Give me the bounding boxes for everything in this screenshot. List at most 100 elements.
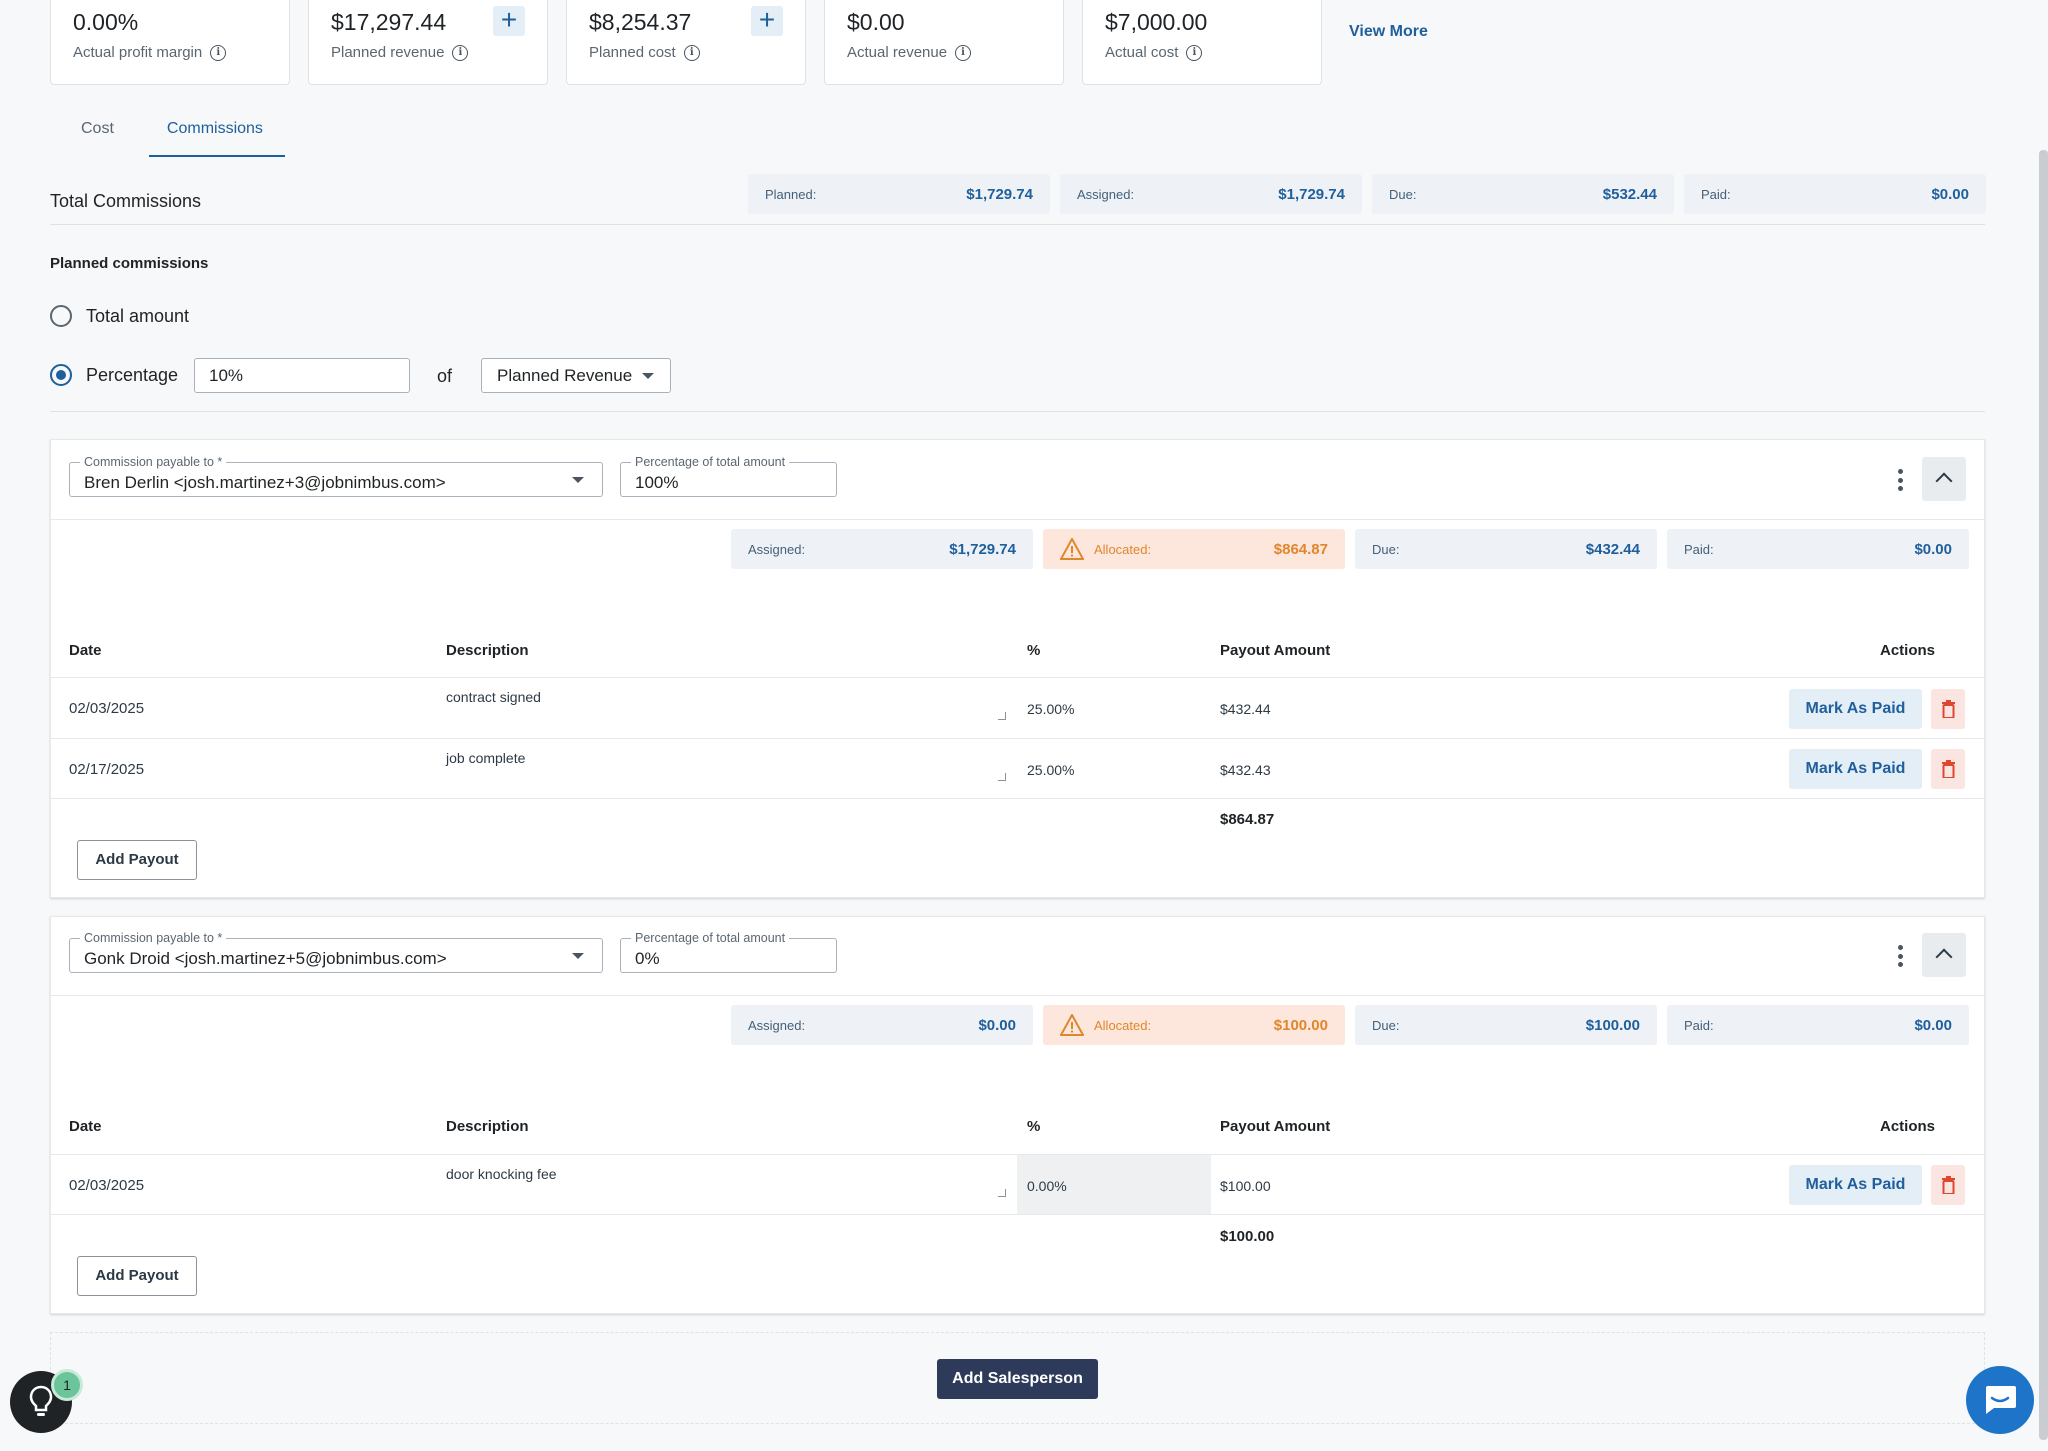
- row-date: 02/03/2025: [69, 700, 145, 717]
- card-value: $8,254.37: [589, 9, 692, 35]
- pill-value: $0.00: [1914, 540, 1952, 558]
- assigned-pill: Assigned: $1,729.74: [731, 529, 1033, 569]
- info-icon[interactable]: i: [955, 44, 972, 61]
- chat-button[interactable]: [1966, 1366, 2034, 1434]
- resize-handle-icon[interactable]: [998, 1189, 1006, 1197]
- row-date: 02/17/2025: [69, 761, 145, 778]
- due-pill: Due: $100.00: [1355, 1005, 1657, 1045]
- tab-commissions[interactable]: Commissions: [148, 110, 285, 157]
- description-input[interactable]: contract signed: [446, 689, 541, 705]
- collapse-button[interactable]: [1922, 457, 1966, 501]
- percentage-label: Percentage: [86, 364, 179, 385]
- divider: [51, 995, 1984, 996]
- scrollbar[interactable]: [2039, 150, 2048, 1440]
- percentage-total-input[interactable]: Percentage of total amount 0%: [620, 931, 837, 973]
- description-input[interactable]: job complete: [446, 750, 526, 766]
- mark-as-paid-button[interactable]: Mark As Paid: [1789, 1165, 1922, 1205]
- pill-key: Paid:: [1684, 541, 1714, 557]
- collapse-button[interactable]: [1922, 933, 1966, 977]
- commission-summary: Assigned: $0.00 Allocated: $100.00 Due: $1…: [731, 1005, 1969, 1045]
- card-label: Actual cost: [1105, 44, 1179, 61]
- pill-value: $0.00: [978, 1016, 1016, 1034]
- pill-value: $432.44: [1585, 540, 1640, 558]
- mark-as-paid-button[interactable]: Mark As Paid: [1789, 689, 1922, 729]
- payout-input[interactable]: $432.43: [1220, 762, 1271, 778]
- resize-handle-icon[interactable]: [998, 773, 1006, 781]
- paid-pill: Paid: $0.00: [1667, 529, 1969, 569]
- more-options-icon[interactable]: [1897, 469, 1903, 491]
- add-revenue-button[interactable]: +: [493, 6, 525, 36]
- percentage-total-input[interactable]: Percentage of total amount 100%: [620, 455, 837, 497]
- description-input[interactable]: door knocking fee: [446, 1166, 557, 1182]
- pill-key: Due:: [1389, 186, 1417, 202]
- info-icon[interactable]: i: [1186, 44, 1203, 61]
- card-label: Planned cost: [589, 44, 676, 61]
- pill-value: $532.44: [1602, 185, 1657, 203]
- percent-cell-disabled: [1017, 1155, 1211, 1214]
- payout-total: $100.00: [1220, 1228, 1275, 1245]
- help-tips-button[interactable]: [10, 1371, 72, 1433]
- pill-value: $1,729.74: [1278, 185, 1345, 203]
- paid-pill: Paid: $0.00: [1684, 174, 1986, 214]
- col-description: Description: [446, 642, 529, 659]
- col-payout: Payout Amount: [1220, 1118, 1331, 1135]
- percentage-option[interactable]: Percentage: [50, 364, 178, 386]
- col-description: Description: [446, 1118, 529, 1135]
- percentage-total-value: 0%: [635, 949, 660, 968]
- info-icon[interactable]: i: [210, 44, 227, 61]
- delete-payout-button[interactable]: [1931, 749, 1965, 789]
- percent-input[interactable]: 25.00%: [1027, 762, 1075, 778]
- pill-value: $100.00: [1585, 1016, 1640, 1034]
- payout-input[interactable]: $432.44: [1220, 701, 1271, 717]
- pill-key: Paid:: [1684, 1017, 1714, 1033]
- view-more-link[interactable]: View More: [1349, 23, 1428, 40]
- delete-payout-button[interactable]: [1931, 689, 1965, 729]
- resize-handle-icon[interactable]: [998, 712, 1006, 720]
- trash-icon: [1942, 760, 1955, 778]
- payable-to-select[interactable]: Commission payable to * Gonk Droid <josh…: [69, 931, 603, 973]
- col-date: Date: [69, 642, 102, 659]
- percent-input: 0.00%: [1027, 1178, 1067, 1194]
- warning-icon: [1060, 538, 1084, 560]
- allocated-pill: Allocated: $100.00: [1043, 1005, 1345, 1045]
- percentage-radio[interactable]: [50, 364, 72, 386]
- card-actual-profit-margin: 0.00% Actual profit margin i: [50, 0, 290, 85]
- commission-summary: Assigned: $1,729.74 Allocated: $864.87 Du…: [731, 529, 1969, 569]
- percentage-input[interactable]: 10%: [194, 358, 410, 393]
- col-percent: %: [1027, 642, 1041, 659]
- info-icon[interactable]: i: [452, 44, 469, 61]
- payout-input[interactable]: $100.00: [1220, 1178, 1271, 1194]
- payable-to-select[interactable]: Commission payable to * Bren Derlin <jos…: [69, 455, 603, 497]
- info-icon[interactable]: i: [683, 44, 700, 61]
- caret-down-icon: [572, 953, 584, 959]
- percent-input[interactable]: 25.00%: [1027, 701, 1075, 717]
- col-actions: Actions: [1880, 1118, 1936, 1135]
- more-options-icon[interactable]: [1897, 945, 1903, 967]
- card-label: Actual profit margin: [73, 44, 203, 61]
- divider: [51, 677, 1984, 678]
- divider: [50, 411, 1985, 412]
- col-date: Date: [69, 1118, 102, 1135]
- allocated-pill: Allocated: $864.87: [1043, 529, 1345, 569]
- payable-to-label: Commission payable to *: [80, 455, 227, 469]
- pill-key: Allocated:: [1094, 1017, 1152, 1033]
- delete-payout-button[interactable]: [1931, 1165, 1965, 1205]
- basis-select[interactable]: Planned Revenue: [481, 358, 671, 393]
- card-planned-revenue: $17,297.44 Planned revenue i +: [308, 0, 548, 85]
- tab-cost[interactable]: Cost: [81, 120, 114, 137]
- due-pill: Due: $432.44: [1355, 529, 1657, 569]
- mark-as-paid-button[interactable]: Mark As Paid: [1789, 749, 1922, 789]
- add-salesperson-button[interactable]: Add Salesperson: [937, 1359, 1098, 1399]
- card-value: 0.00%: [73, 9, 139, 35]
- total-amount-radio[interactable]: [50, 305, 72, 327]
- assigned-pill: Assigned: $1,729.74: [1060, 174, 1362, 214]
- add-cost-button[interactable]: +: [751, 6, 783, 36]
- pill-key: Paid:: [1701, 186, 1731, 202]
- total-amount-option[interactable]: Total amount: [50, 305, 189, 327]
- add-payout-button[interactable]: Add Payout: [77, 840, 197, 880]
- pill-key: Assigned:: [748, 541, 806, 557]
- divider: [51, 738, 1984, 739]
- pill-key: Due:: [1372, 1017, 1400, 1033]
- trash-icon: [1942, 1176, 1955, 1194]
- add-payout-button[interactable]: Add Payout: [77, 1256, 197, 1296]
